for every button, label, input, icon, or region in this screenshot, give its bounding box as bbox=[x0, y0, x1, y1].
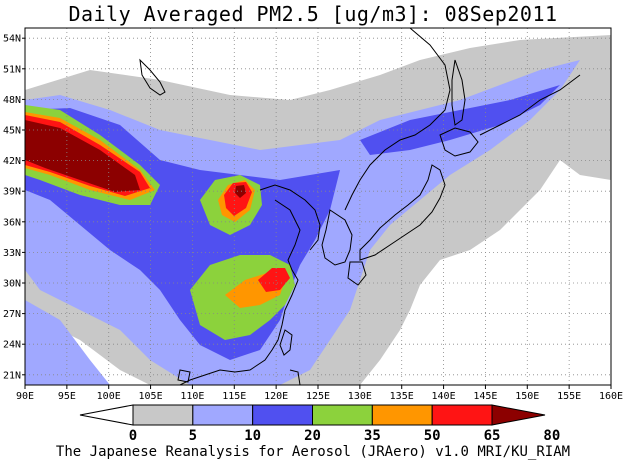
coastlines bbox=[139, 28, 581, 385]
colorbar-label: 20 bbox=[304, 428, 321, 444]
colorbar-label: 10 bbox=[244, 428, 261, 444]
coastline-japan-honshu bbox=[359, 164, 446, 261]
colorbar-label: 35 bbox=[364, 428, 381, 444]
lon-tick-label: 95E bbox=[58, 391, 76, 402]
lat-tick-label: 27N bbox=[3, 309, 21, 320]
lat-tick-label: 42N bbox=[3, 156, 21, 167]
colorbar-segment bbox=[132, 404, 194, 426]
light-blue-patch-south bbox=[25, 300, 110, 385]
coastline-philippines bbox=[289, 369, 301, 385]
red-region-south bbox=[258, 268, 290, 292]
lon-tick-label: 145E bbox=[473, 391, 497, 402]
colorbar-label: 0 bbox=[129, 428, 137, 444]
lat-tick-label: 39N bbox=[3, 187, 21, 198]
credit-footer: The Japanese Reanalysis for Aerosol (JRA… bbox=[55, 444, 571, 460]
lon-tick-label: 90E bbox=[16, 391, 34, 402]
lat-tick-label: 36N bbox=[3, 217, 21, 228]
lon-tick-label: 100E bbox=[97, 391, 121, 402]
blue-band-northeast bbox=[360, 85, 560, 155]
coastline-kuril-islands bbox=[479, 74, 581, 136]
lat-tick-label: 24N bbox=[3, 340, 21, 351]
lat-tick-labels: 21N 24N 27N 30N 33N 36N 39N 42N 45N 48N 51N 54N bbox=[3, 34, 25, 381]
lat-tick-label: 54N bbox=[3, 34, 21, 45]
colorbar-label: 50 bbox=[424, 428, 441, 444]
lon-tick-label: 140E bbox=[432, 391, 456, 402]
coastline-taiwan bbox=[279, 329, 293, 356]
lon-tick-label: 155E bbox=[557, 391, 581, 402]
coastline-baikal bbox=[139, 58, 166, 96]
lon-tick-label: 125E bbox=[306, 391, 330, 402]
coastline-russia-east bbox=[344, 28, 451, 211]
colorbar-label: 5 bbox=[189, 428, 197, 444]
colorbar-segment bbox=[252, 404, 314, 426]
dark-red-spot bbox=[235, 185, 246, 198]
coastline-japan-kyushu bbox=[347, 261, 367, 286]
colorbar-segment bbox=[371, 404, 433, 426]
colorbar-segment bbox=[192, 404, 254, 426]
coastline-hainan bbox=[177, 369, 191, 383]
colorbar-label: 80 bbox=[543, 428, 560, 444]
lat-tick-label: 33N bbox=[3, 248, 21, 259]
lon-tick-label: 110E bbox=[180, 391, 204, 402]
lon-tick-label: 150E bbox=[515, 391, 539, 402]
dark-red-region bbox=[25, 120, 140, 192]
concentration-field bbox=[25, 28, 611, 385]
coastline-bohai bbox=[259, 184, 321, 251]
colorbar-label: 65 bbox=[484, 428, 501, 444]
lat-tick-label: 21N bbox=[3, 370, 21, 381]
lon-tick-labels: 90E 95E 100E 105E 110E 115E 120E 125E 130E 135E 14… bbox=[16, 385, 623, 402]
lat-tick-label: 30N bbox=[3, 279, 21, 290]
colorbar-under-triangle bbox=[79, 404, 134, 426]
coastline-korea bbox=[321, 209, 353, 266]
map-title: Daily Averaged PM2.5 [ug/m3]: 08Sep2011 bbox=[68, 2, 558, 26]
coastline-sakhalin bbox=[451, 59, 466, 126]
lon-tick-label: 105E bbox=[139, 391, 163, 402]
grid-lines bbox=[25, 28, 611, 385]
colorbar-segment bbox=[312, 404, 373, 426]
colorbar-over-triangle bbox=[491, 404, 546, 426]
lon-tick-label: 160E bbox=[599, 391, 623, 402]
colorbar-segment bbox=[431, 404, 493, 426]
lon-tick-label: 135E bbox=[390, 391, 414, 402]
lon-tick-label: 115E bbox=[222, 391, 246, 402]
colorbar: 0 5 10 20 35 50 65 80 bbox=[79, 404, 560, 444]
coastline-japan-hokkaido bbox=[439, 127, 479, 157]
coastline-china bbox=[179, 199, 301, 385]
lat-tick-label: 51N bbox=[3, 64, 21, 75]
lat-tick-label: 48N bbox=[3, 95, 21, 106]
lat-tick-label: 45N bbox=[3, 126, 21, 137]
lon-tick-label: 130E bbox=[348, 391, 372, 402]
lon-tick-label: 120E bbox=[264, 391, 288, 402]
